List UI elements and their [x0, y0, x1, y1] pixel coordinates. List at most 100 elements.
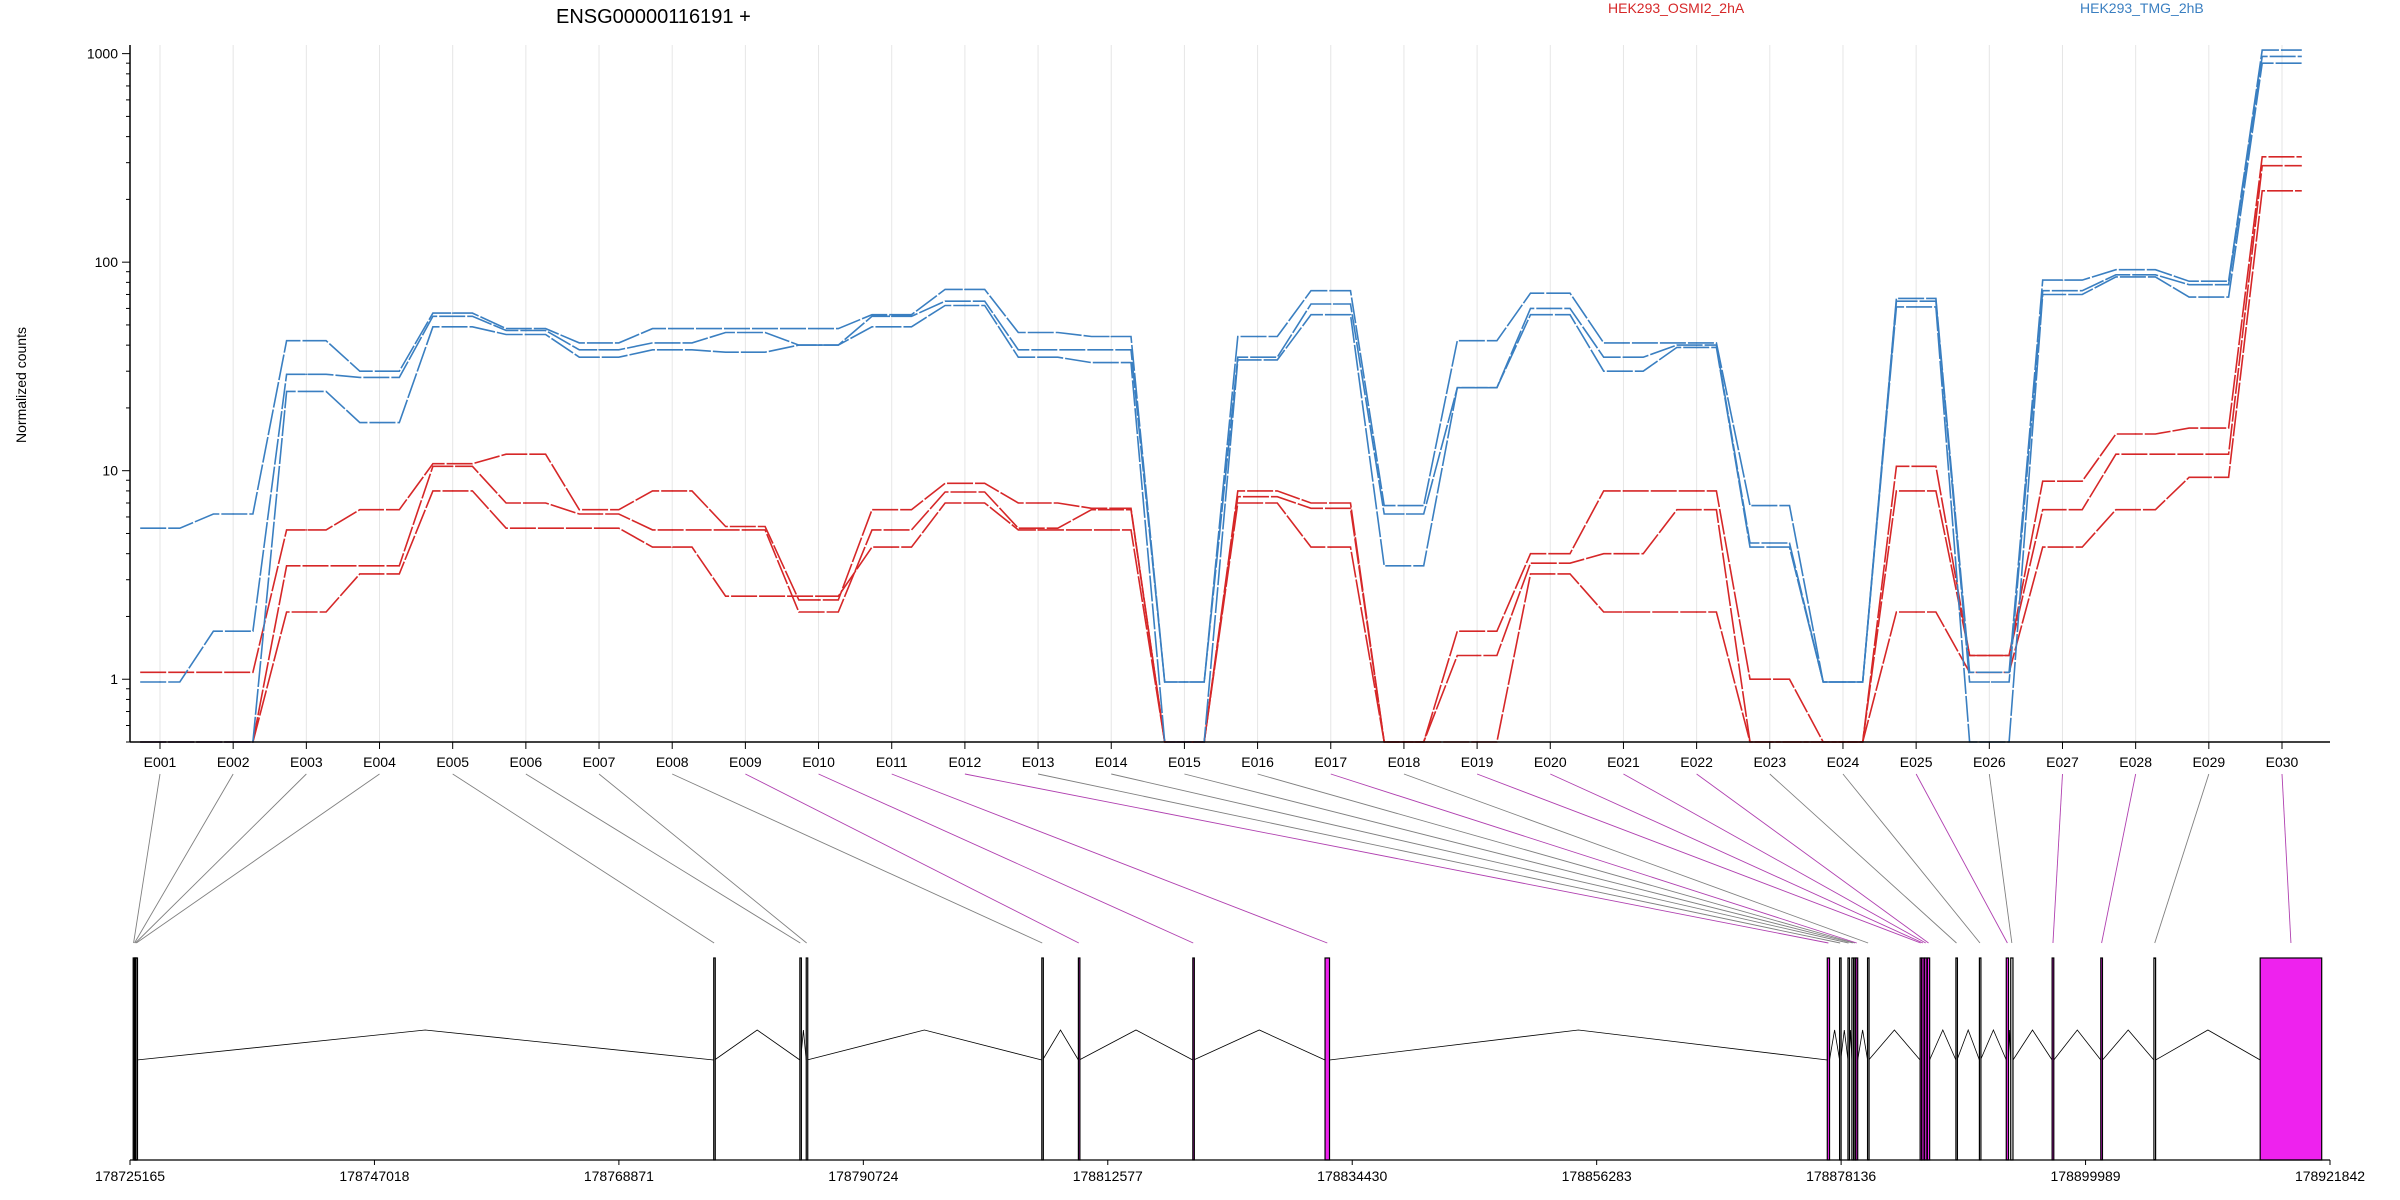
x-tick-label-E008: E008	[656, 754, 689, 770]
data-point-1-E023	[1768, 678, 1771, 681]
data-point-2-E014	[1110, 508, 1113, 511]
data-point-5-E018	[1403, 513, 1405, 515]
data-point-2-E008	[671, 529, 674, 531]
data-point-2-E009	[744, 529, 747, 531]
data-point-3-E030	[2281, 189, 2283, 192]
connector-E026	[1988, 773, 2013, 944]
data-point-6-E021	[1622, 370, 1625, 372]
x-tick-label-E021: E021	[1607, 754, 1640, 770]
data-point-2-E027	[2061, 508, 2064, 511]
data-point-4-E012	[964, 288, 966, 291]
exon-box-E025	[2005, 957, 2010, 1161]
data-point-5-E014	[1110, 348, 1113, 351]
y-tick-label-100: 100	[95, 254, 119, 270]
data-point-5-E013	[1037, 348, 1039, 351]
x-tick-label-E017: E017	[1314, 754, 1347, 770]
connector-E001	[133, 773, 161, 944]
exon-box-E010	[1192, 957, 1195, 1161]
data-point-3-E020	[1549, 573, 1552, 575]
data-point-1-E005	[451, 462, 454, 465]
series-line-1	[140, 156, 2302, 743]
y-tick-label-10: 10	[102, 463, 118, 479]
data-point-2-E030	[2281, 164, 2283, 167]
connector-E022	[1696, 773, 1929, 944]
data-point-2-E006	[525, 502, 527, 504]
data-point-2-E020	[1549, 562, 1552, 565]
data-point-2-E022	[1695, 508, 1698, 511]
data-point-4-E006	[525, 327, 527, 330]
connector-E010	[818, 773, 1194, 944]
connector-E009	[745, 773, 1079, 944]
data-point-4-E016	[1256, 335, 1259, 338]
data-point-4-E001	[159, 527, 161, 529]
data-point-3-E009	[744, 595, 747, 598]
connector-E014	[1111, 773, 1849, 944]
data-point-1-E001	[159, 671, 161, 674]
genomic-tick-label-178921842: 178921842	[2295, 1168, 2365, 1184]
data-point-6-E030	[2281, 62, 2283, 64]
x-tick-label-E027: E027	[2046, 754, 2079, 770]
data-point-6-E004	[378, 421, 381, 424]
data-point-4-E023	[1768, 504, 1771, 507]
data-point-4-E004	[378, 370, 381, 372]
genomic-tick-label-178899989: 178899989	[2051, 1168, 2121, 1184]
data-point-5-E029	[2208, 283, 2210, 286]
data-point-3-E027	[2061, 546, 2064, 548]
data-point-4-E022	[1695, 342, 1698, 344]
data-point-3-E028	[2134, 508, 2137, 511]
data-point-4-E020	[1549, 292, 1552, 294]
data-point-2-E016	[1256, 495, 1259, 498]
data-point-5-E023	[1768, 542, 1771, 544]
data-point-4-E010	[817, 327, 820, 330]
intron-E013	[1840, 1029, 1849, 1061]
data-point-6-E005	[451, 325, 454, 328]
connector-E027	[2052, 773, 2063, 944]
data-point-6-E029	[2208, 296, 2210, 298]
x-tick-label-E028: E028	[2119, 754, 2152, 770]
data-point-3-E017	[1329, 546, 1332, 548]
gene-model	[132, 957, 2323, 1161]
data-point-3-E010	[817, 595, 820, 598]
data-point-4-E028	[2134, 268, 2137, 271]
genomic-tick-label-178812577: 178812577	[1073, 1168, 1143, 1184]
genomic-tick-label-178856283: 178856283	[1562, 1168, 1632, 1184]
data-point-5-E027	[2061, 289, 2064, 292]
connector-E025	[1915, 773, 2008, 944]
exon-box-E018	[1866, 957, 1870, 1161]
x-tick-label-E014: E014	[1095, 754, 1128, 770]
data-point-3-E003	[305, 611, 308, 613]
connector-E002	[134, 773, 234, 944]
intron-E005	[714, 1029, 801, 1061]
data-point-4-E021	[1622, 342, 1625, 344]
data-point-5-E028	[2134, 273, 2137, 276]
data-point-6-E016	[1256, 359, 1259, 361]
exon-box-E013	[1838, 957, 1842, 1161]
connector-E013	[1037, 773, 1841, 944]
exon-box-E006	[799, 957, 802, 1161]
data-point-4-E002	[232, 513, 234, 515]
data-point-4-E025	[1915, 297, 1917, 300]
data-point-2-E017	[1329, 507, 1332, 510]
intron-E023	[1956, 1028, 1980, 1061]
data-point-3-E029	[2208, 476, 2210, 479]
exon-box-E028	[2100, 957, 2104, 1161]
data-point-2-E010	[817, 611, 820, 613]
exon-box-E024	[1978, 957, 1982, 1161]
data-point-1-E004	[378, 508, 381, 511]
connector-E006	[525, 773, 801, 944]
data-point-1-E010	[817, 599, 820, 601]
x-tick-label-E020: E020	[1534, 754, 1567, 770]
y-tick-label-1000: 1000	[87, 46, 118, 62]
exon-box-E027	[2051, 957, 2055, 1161]
data-point-2-E007	[598, 513, 600, 515]
x-tick-label-E030: E030	[2266, 754, 2299, 770]
data-point-5-E026	[1988, 681, 1991, 683]
data-point-5-E025	[1915, 300, 1917, 302]
series-line-6	[140, 62, 2302, 743]
series-line-3	[140, 190, 2302, 743]
data-point-6-E028	[2134, 276, 2137, 278]
genomic-tick-label-178878136: 178878136	[1806, 1168, 1876, 1184]
x-tick-label-E013: E013	[1022, 754, 1055, 770]
data-point-3-E008	[671, 546, 674, 548]
